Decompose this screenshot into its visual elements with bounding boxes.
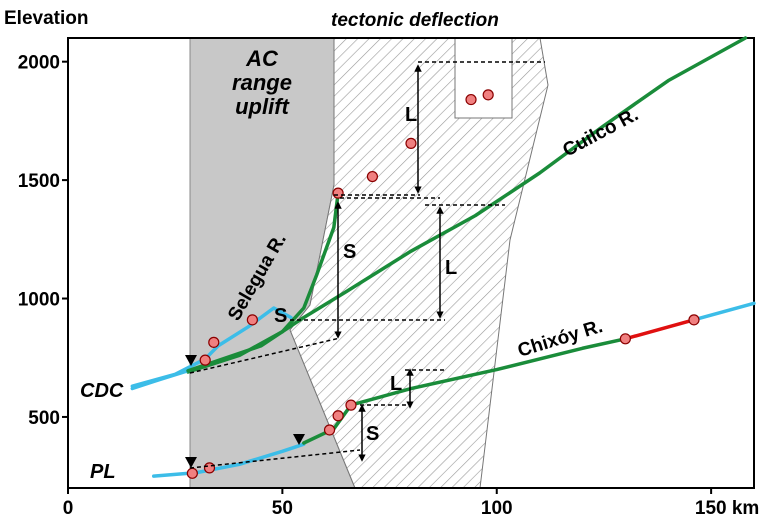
marker-label-s2: S bbox=[274, 305, 287, 327]
marker-label-l1: L bbox=[405, 104, 417, 126]
triangle-marker-1 bbox=[185, 355, 197, 366]
x-tick-label: 0 bbox=[63, 498, 74, 519]
knickpoint-marker bbox=[345, 399, 357, 411]
knickpoint-marker bbox=[405, 137, 417, 149]
knickpoint-marker bbox=[332, 187, 344, 199]
marker-label-s3: S bbox=[366, 423, 379, 445]
zone1-line3: uplift bbox=[235, 94, 290, 119]
marker-label-s1: S bbox=[343, 241, 356, 263]
site-label-cdc: CDC bbox=[80, 380, 124, 402]
knickpoint-marker bbox=[688, 314, 700, 326]
y-tick-label: 500 bbox=[28, 408, 60, 429]
river-line-1-seg-0 bbox=[130, 369, 190, 391]
x-tick-label: 100 bbox=[481, 498, 513, 519]
measurement-lines bbox=[189, 61, 545, 469]
knickpoint-marker bbox=[323, 424, 336, 436]
x-tick-label: 150 km bbox=[695, 498, 759, 519]
river-label-cuilco: Cuilco R. bbox=[559, 104, 642, 161]
knickpoint-marker bbox=[199, 354, 211, 366]
zone1-line2: range bbox=[232, 70, 292, 95]
knickpoint-marker bbox=[465, 93, 477, 106]
river-line-2-seg-2 bbox=[623, 318, 696, 341]
marker-label-l2: L bbox=[445, 257, 457, 279]
river-line-2-seg-3 bbox=[692, 301, 756, 322]
zone2-title: tectonic deflection bbox=[331, 10, 499, 31]
y-tick-label: 1000 bbox=[18, 290, 60, 311]
river-line-2-seg-0 bbox=[152, 442, 306, 478]
knickpoint-marker bbox=[246, 314, 258, 326]
triangle-marker-2 bbox=[185, 457, 197, 468]
knickpoint-marker bbox=[366, 170, 379, 183]
y-tick-label: 2000 bbox=[18, 53, 60, 74]
x-tick-label: 50 bbox=[272, 498, 293, 519]
knickpoint-marker bbox=[203, 462, 216, 474]
river-line-0-seg-1 bbox=[186, 191, 340, 374]
plot-frame bbox=[67, 37, 755, 489]
knickpoint-marker bbox=[208, 336, 220, 348]
knickpoint-marker bbox=[482, 89, 494, 101]
knickpoint-marker bbox=[619, 333, 631, 345]
deflection-box bbox=[454, 37, 513, 119]
zone1-line1: AC bbox=[245, 46, 279, 71]
triangle-marker-3 bbox=[293, 434, 305, 445]
knickpoint-marker bbox=[186, 467, 198, 479]
marker-label-l3: L bbox=[390, 373, 402, 395]
y-axis-label: Elevation bbox=[4, 8, 88, 29]
site-label-pl: PL bbox=[90, 461, 116, 483]
y-tick-label: 1500 bbox=[18, 171, 60, 192]
knickpoint-marker bbox=[332, 410, 344, 422]
